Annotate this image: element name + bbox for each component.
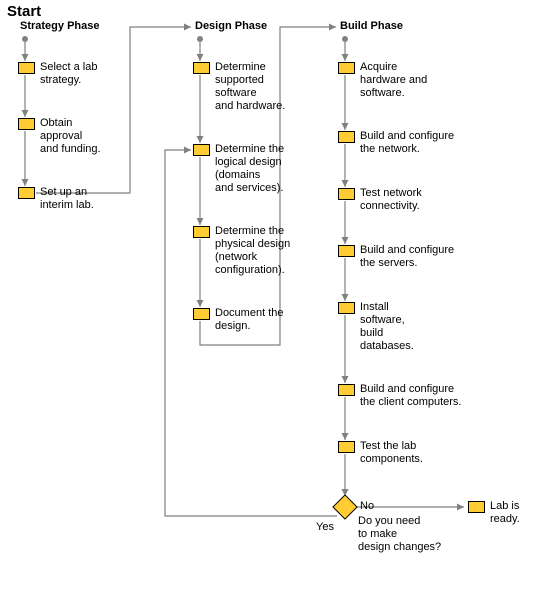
decision-label: Do you needto makedesign changes?: [358, 515, 441, 554]
node-b3: [338, 188, 355, 200]
node-label-d1: Determinesupportedsoftwareand hardware.: [215, 61, 285, 113]
phase-title-design: Design Phase: [195, 20, 267, 32]
node-b6: [338, 384, 355, 396]
node-b2: [338, 131, 355, 143]
node-d1: [193, 62, 210, 74]
node-label-d2: Determine thelogical design(domainsand s…: [215, 143, 284, 195]
phase-dot-1: [197, 36, 203, 42]
phase-dot-2: [342, 36, 348, 42]
node-label-s1: Select a labstrategy.: [40, 61, 97, 87]
arrow-18: [165, 150, 337, 516]
flowchart-canvas: Start Strategy Phase Design Phase Build Ph…: [0, 0, 544, 593]
node-s3: [18, 187, 35, 199]
decision-yes-label: Yes: [316, 521, 334, 533]
node-label-b6: Build and configurethe client computers.: [360, 383, 462, 409]
phase-dot-0: [22, 36, 28, 42]
node-b5: [338, 302, 355, 314]
node-label-ready: Lab is ready.: [490, 500, 544, 526]
phase-title-build: Build Phase: [340, 20, 403, 32]
node-label-b4: Build and configurethe servers.: [360, 244, 454, 270]
node-label-b1: Acquirehardware andsoftware.: [360, 61, 427, 100]
node-s2: [18, 118, 35, 130]
node-s1: [18, 62, 35, 74]
node-label-b7: Test the labcomponents.: [360, 440, 423, 466]
node-b7: [338, 441, 355, 453]
node-label-d3: Determine thephysical design(networkconf…: [215, 225, 290, 277]
node-label-b2: Build and configurethe network.: [360, 130, 454, 156]
node-ready: [468, 501, 485, 513]
node-b4: [338, 245, 355, 257]
node-label-d4: Document thedesign.: [215, 307, 283, 333]
node-label-s2: Obtainapprovaland funding.: [40, 117, 101, 156]
decision-no-label: No: [360, 500, 374, 512]
node-b1: [338, 62, 355, 74]
phase-title-strategy: Strategy Phase: [20, 20, 99, 32]
arrow-3: [36, 27, 191, 193]
start-label: Start: [7, 3, 41, 20]
node-d3: [193, 226, 210, 238]
node-d2: [193, 144, 210, 156]
node-label-s3: Set up aninterim lab.: [40, 186, 94, 212]
node-label-b5: Installsoftware,builddatabases.: [360, 301, 414, 353]
node-label-b3: Test networkconnectivity.: [360, 187, 422, 213]
node-d4: [193, 308, 210, 320]
